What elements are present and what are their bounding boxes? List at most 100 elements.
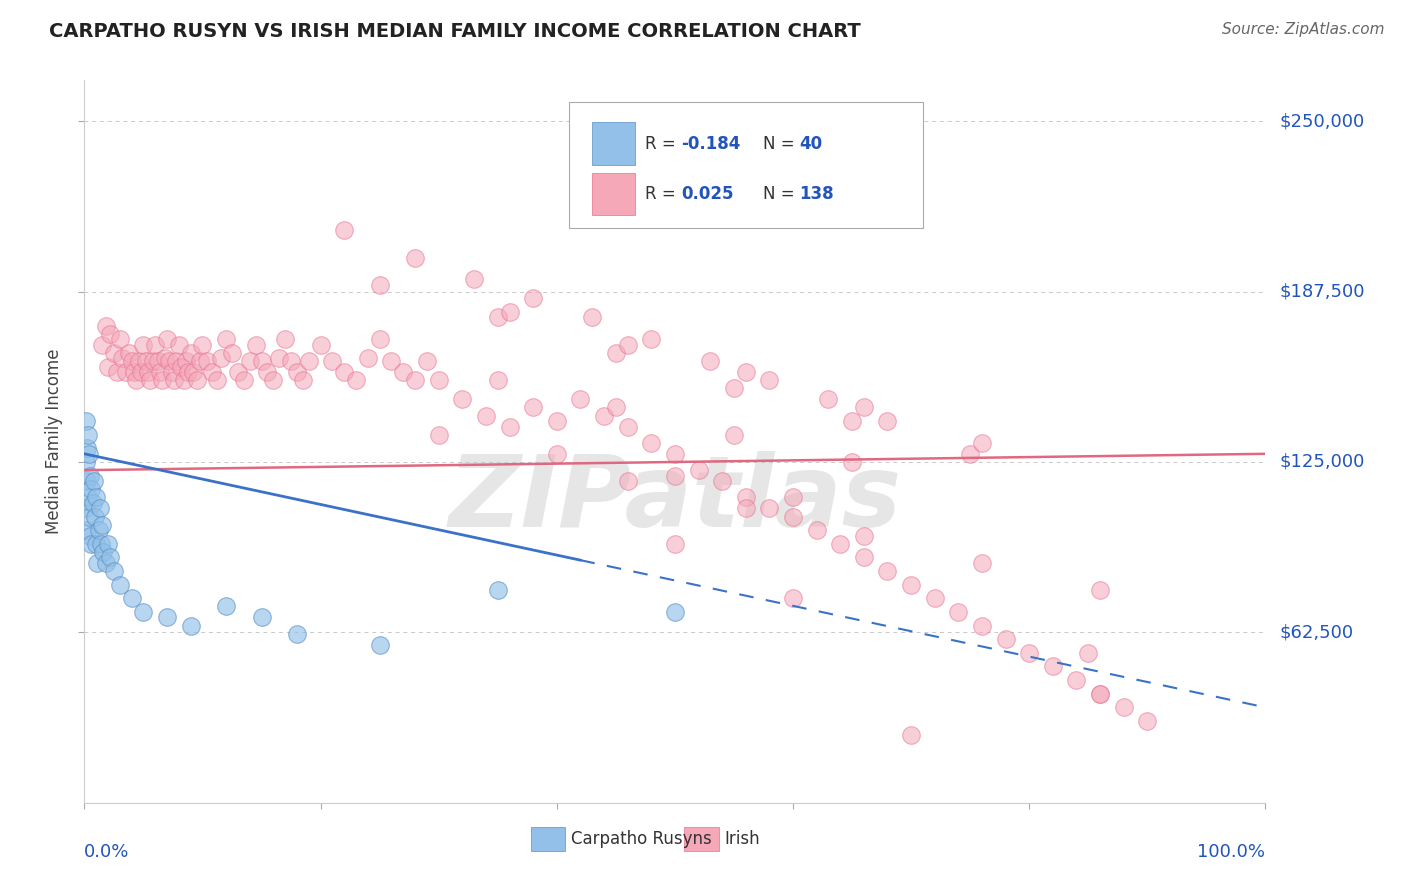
- Point: [146, 354, 169, 368]
- Point: [139, 373, 162, 387]
- Point: [285, 365, 308, 379]
- Point: [285, 626, 308, 640]
- Point: [368, 638, 391, 652]
- Point: [404, 251, 426, 265]
- Point: [205, 373, 228, 387]
- Point: [1066, 673, 1088, 687]
- Point: [108, 332, 131, 346]
- Text: 0.0%: 0.0%: [84, 843, 129, 861]
- Point: [84, 509, 107, 524]
- Text: $250,000: $250,000: [1279, 112, 1365, 130]
- Point: [107, 365, 129, 379]
- Point: [149, 365, 172, 379]
- Point: [711, 474, 734, 488]
- Point: [215, 332, 238, 346]
- Point: [1136, 714, 1159, 728]
- Point: [167, 337, 190, 351]
- Point: [994, 632, 1017, 647]
- Point: [734, 501, 756, 516]
- Point: [143, 337, 166, 351]
- Point: [180, 346, 202, 360]
- Point: [75, 501, 97, 516]
- Point: [174, 354, 197, 368]
- Point: [380, 354, 402, 368]
- Point: [723, 381, 745, 395]
- Point: [368, 277, 391, 292]
- Point: [76, 442, 98, 456]
- Point: [156, 610, 179, 624]
- Point: [150, 373, 173, 387]
- Point: [98, 550, 121, 565]
- Point: [970, 556, 993, 570]
- Point: [163, 373, 186, 387]
- Point: [103, 346, 125, 360]
- Point: [188, 354, 211, 368]
- Point: [593, 409, 616, 423]
- Point: [86, 556, 108, 570]
- Point: [486, 373, 509, 387]
- Point: [239, 354, 262, 368]
- Point: [970, 436, 993, 450]
- Point: [153, 351, 176, 366]
- Point: [170, 359, 193, 374]
- Point: [191, 337, 214, 351]
- Point: [664, 605, 686, 619]
- Point: [498, 419, 520, 434]
- Point: [498, 305, 520, 319]
- Point: [357, 351, 380, 366]
- Point: [616, 419, 638, 434]
- Point: [664, 468, 686, 483]
- Point: [321, 354, 343, 368]
- Point: [876, 564, 898, 578]
- Text: 138: 138: [799, 186, 834, 203]
- Point: [900, 577, 922, 591]
- Point: [1088, 687, 1111, 701]
- Point: [132, 605, 155, 619]
- Point: [486, 310, 509, 325]
- Point: [427, 427, 450, 442]
- Point: [94, 318, 117, 333]
- Point: [486, 583, 509, 598]
- Text: N =: N =: [763, 186, 800, 203]
- Point: [782, 491, 804, 505]
- Point: [699, 354, 721, 368]
- Point: [758, 501, 780, 516]
- Point: [546, 447, 568, 461]
- FancyBboxPatch shape: [592, 173, 634, 215]
- Point: [135, 354, 157, 368]
- Text: ZIPatlas: ZIPatlas: [449, 450, 901, 548]
- Point: [215, 599, 238, 614]
- Point: [451, 392, 474, 407]
- Point: [605, 346, 627, 360]
- Point: [177, 365, 200, 379]
- Point: [83, 474, 105, 488]
- Point: [232, 373, 254, 387]
- Point: [664, 447, 686, 461]
- Point: [688, 463, 710, 477]
- Point: [226, 365, 249, 379]
- Point: [876, 414, 898, 428]
- Point: [84, 491, 107, 505]
- Point: [82, 496, 104, 510]
- Text: CARPATHO RUSYN VS IRISH MEDIAN FAMILY INCOME CORRELATION CHART: CARPATHO RUSYN VS IRISH MEDIAN FAMILY IN…: [49, 22, 860, 41]
- Text: 40: 40: [799, 135, 823, 153]
- Point: [605, 401, 627, 415]
- Point: [852, 550, 875, 565]
- Point: [77, 509, 100, 524]
- Point: [157, 354, 180, 368]
- Point: [1088, 687, 1111, 701]
- Point: [80, 537, 103, 551]
- Text: Carpatho Rusyns: Carpatho Rusyns: [571, 830, 711, 848]
- Point: [640, 436, 662, 450]
- Point: [114, 365, 136, 379]
- Point: [98, 326, 121, 341]
- Point: [463, 272, 485, 286]
- Point: [91, 517, 114, 532]
- Point: [274, 332, 297, 346]
- Point: [569, 392, 592, 407]
- Point: [201, 365, 224, 379]
- Point: [723, 427, 745, 442]
- Point: [142, 354, 165, 368]
- Point: [94, 556, 117, 570]
- FancyBboxPatch shape: [685, 827, 718, 851]
